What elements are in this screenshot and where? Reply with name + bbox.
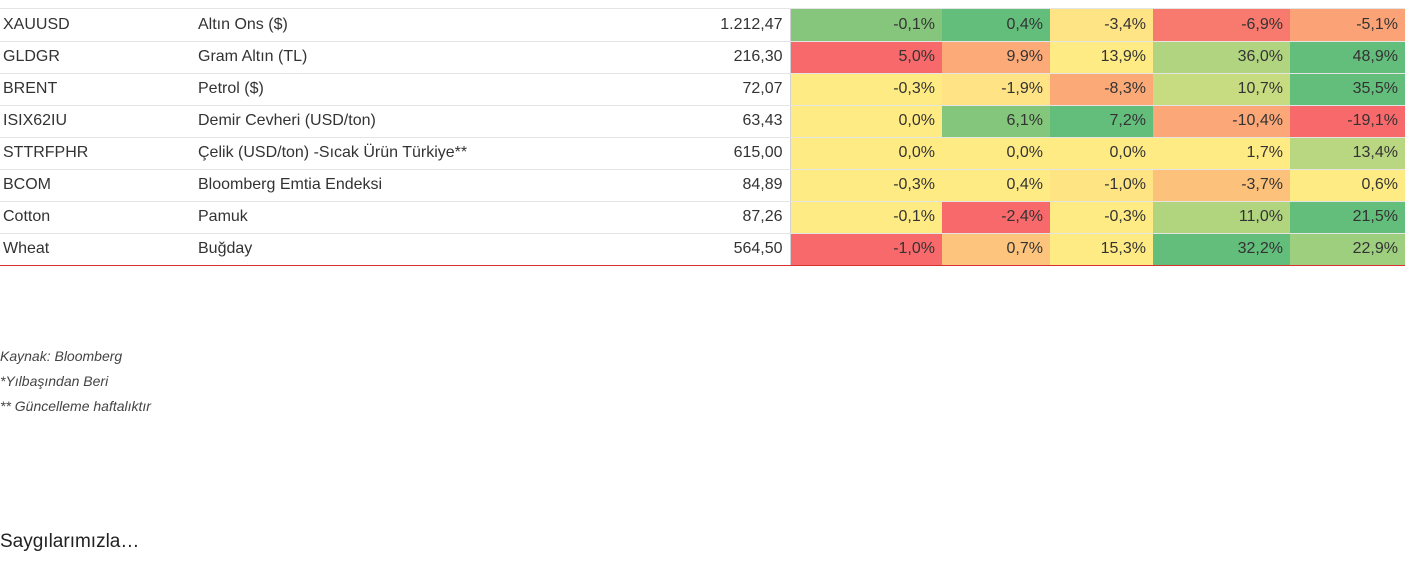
change-cell: 0,0% <box>790 105 942 138</box>
change-cell: 7,2% <box>1050 105 1153 138</box>
change-cell: -3,7% <box>1153 169 1290 202</box>
change-cell: -2,4% <box>942 201 1050 234</box>
change-cell: -0,3% <box>790 73 942 106</box>
footnote: Kaynak: Bloomberg <box>0 348 123 364</box>
name-cell: Çelik (USD/ton) -Sıcak Ürün Türkiye** <box>195 137 595 170</box>
name-cell: Gram Altın (TL) <box>195 41 595 74</box>
price-cell: 216,30 <box>595 41 791 74</box>
name-cell: Petrol ($) <box>195 73 595 106</box>
change-cell: 0,0% <box>1050 137 1153 170</box>
change-cell: 13,4% <box>1290 137 1405 170</box>
change-cell: 9,9% <box>942 41 1050 74</box>
change-cell: -0,3% <box>790 169 942 202</box>
table-row: ISIX62IU Demir Cevheri (USD/ton) 63,43 0,0%… <box>0 105 1405 138</box>
code-cell: Wheat <box>0 233 195 266</box>
footnote: *Yılbaşından Beri <box>0 373 109 389</box>
code-cell: STTRFPHR <box>0 137 195 170</box>
change-cell: 21,5% <box>1290 201 1405 234</box>
change-cell: -5,1% <box>1290 9 1405 42</box>
table-row: STTRFPHR Çelik (USD/ton) -Sıcak Ürün Türk… <box>0 137 1405 170</box>
change-cell: -1,9% <box>942 73 1050 106</box>
price-cell: 1.212,47 <box>595 9 791 42</box>
change-cell: -0,3% <box>1050 201 1153 234</box>
table-row: Cotton Pamuk 87,26 -0,1% -2,4% -0,3% 11,0% 21,5… <box>0 201 1405 234</box>
name-cell: Altın Ons ($) <box>195 9 595 42</box>
change-cell: 15,3% <box>1050 233 1153 266</box>
change-cell: -0,1% <box>790 201 942 234</box>
change-cell: 11,0% <box>1153 201 1290 234</box>
change-cell: 0,7% <box>942 233 1050 266</box>
change-cell: 0,4% <box>942 9 1050 42</box>
change-cell: 5,0% <box>790 41 942 74</box>
name-cell: Bloomberg Emtia Endeksi <box>195 169 595 202</box>
table-top-edge <box>0 0 1405 9</box>
change-cell: -10,4% <box>1153 105 1290 138</box>
change-cell: 0,4% <box>942 169 1050 202</box>
price-cell: 84,89 <box>595 169 791 202</box>
change-cell: -1,0% <box>790 233 942 266</box>
price-cell: 615,00 <box>595 137 791 170</box>
change-cell: 0,6% <box>1290 169 1405 202</box>
table-row: XAUUSD Altın Ons ($) 1.212,47 -0,1% 0,4% -3,4… <box>0 9 1405 42</box>
change-cell: -0,1% <box>790 9 942 42</box>
change-cell: 0,0% <box>942 137 1050 170</box>
code-cell: ISIX62IU <box>0 105 195 138</box>
table-row: BRENT Petrol ($) 72,07 -0,3% -1,9% -8,3% 10,7%… <box>0 73 1405 106</box>
commodity-table: XAUUSD Altın Ons ($) 1.212,47 -0,1% 0,4% -3,4… <box>0 9 1405 266</box>
code-cell: BRENT <box>0 73 195 106</box>
change-cell: -19,1% <box>1290 105 1405 138</box>
footnote: ** Güncelleme haftalıktır <box>0 398 151 414</box>
change-cell: 13,9% <box>1050 41 1153 74</box>
change-cell: -3,4% <box>1050 9 1153 42</box>
change-cell: 6,1% <box>942 105 1050 138</box>
table-row: Wheat Buğday 564,50 -1,0% 0,7% 15,3% 32,2% 22,9… <box>0 233 1405 266</box>
name-cell: Pamuk <box>195 201 595 234</box>
footnotes: Kaynak: Bloomberg *Yılbaşından Beri ** Gün… <box>0 344 151 419</box>
change-cell: 32,2% <box>1153 233 1290 266</box>
change-cell: 1,7% <box>1153 137 1290 170</box>
change-cell: -6,9% <box>1153 9 1290 42</box>
change-cell: -1,0% <box>1050 169 1153 202</box>
price-cell: 63,43 <box>595 105 791 138</box>
table-row: BCOM Bloomberg Emtia Endeksi 84,89 -0,3% 0,4… <box>0 169 1405 202</box>
code-cell: BCOM <box>0 169 195 202</box>
change-cell: 22,9% <box>1290 233 1405 266</box>
code-cell: GLDGR <box>0 41 195 74</box>
change-cell: 0,0% <box>790 137 942 170</box>
change-cell: 35,5% <box>1290 73 1405 106</box>
closing: Saygılarımızla… <box>0 531 140 552</box>
price-cell: 564,50 <box>595 233 791 266</box>
price-cell: 72,07 <box>595 73 791 106</box>
name-cell: Buğday <box>195 233 595 266</box>
change-cell: -8,3% <box>1050 73 1153 106</box>
change-cell: 48,9% <box>1290 41 1405 74</box>
code-cell: XAUUSD <box>0 9 195 42</box>
name-cell: Demir Cevheri (USD/ton) <box>195 105 595 138</box>
change-cell: 10,7% <box>1153 73 1290 106</box>
table-row: GLDGR Gram Altın (TL) 216,30 5,0% 9,9% 13,9% 3… <box>0 41 1405 74</box>
change-cell: 36,0% <box>1153 41 1290 74</box>
code-cell: Cotton <box>0 201 195 234</box>
price-cell: 87,26 <box>595 201 791 234</box>
